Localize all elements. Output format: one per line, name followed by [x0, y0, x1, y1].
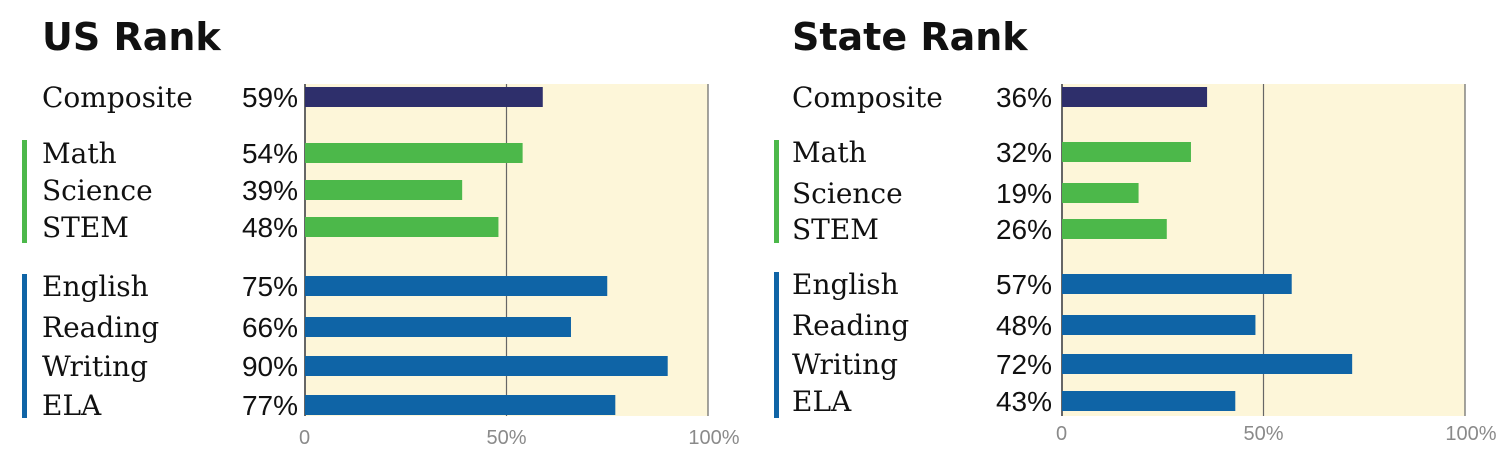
- state-tick-label-2: 100%: [1445, 423, 1496, 445]
- us-bar-science: [305, 180, 463, 200]
- state-tick-label-0: 0: [1056, 423, 1067, 445]
- state-row-label-stem: STEM: [792, 213, 879, 246]
- us-tick-label-2: 100%: [688, 427, 739, 449]
- us-bar-math: [305, 143, 523, 163]
- state-row-label-math: Math: [792, 136, 867, 169]
- state-row-label-composite: Composite: [792, 81, 943, 114]
- state-chart-title: State Rank: [792, 15, 1028, 59]
- us-value-label-reading: 66%: [242, 312, 298, 343]
- us-value-label-composite: 59%: [242, 82, 298, 113]
- state-group-marker-stem: [774, 140, 779, 243]
- us-value-label-stem: 48%: [242, 212, 298, 243]
- us-row-label-writing: Writing: [42, 350, 148, 383]
- us-row-label-stem: STEM: [42, 211, 129, 244]
- state-row-label-english: English: [792, 268, 899, 301]
- state-bar-science: [1062, 183, 1139, 203]
- us-row-label-english: English: [42, 270, 149, 303]
- us-value-label-ela: 77%: [242, 390, 298, 421]
- us-row-label-science: Science: [42, 174, 153, 207]
- state-row-label-writing: Writing: [792, 348, 898, 381]
- state-bar-english: [1062, 274, 1292, 294]
- state-tick-label-1: 50%: [1243, 423, 1283, 445]
- us-value-label-english: 75%: [242, 271, 298, 302]
- state-row-label-science: Science: [792, 177, 903, 210]
- state-row-label-ela: ELA: [792, 385, 852, 418]
- state-bar-composite: [1062, 87, 1208, 107]
- us-bar-composite: [305, 87, 543, 107]
- us-bar-writing: [305, 356, 668, 376]
- us-row-label-composite: Composite: [42, 81, 193, 114]
- us-group-marker-stem: [22, 140, 27, 243]
- us-bar-stem: [305, 217, 499, 237]
- us-group-marker-ela: [22, 274, 27, 418]
- state-bar-ela: [1062, 391, 1236, 411]
- us-bar-english: [305, 276, 608, 296]
- us-row-label-ela: ELA: [42, 389, 102, 422]
- state-group-marker-ela: [774, 272, 779, 418]
- state-bar-stem: [1062, 219, 1167, 239]
- us-tick-label-0: 0: [299, 427, 310, 449]
- us-value-label-math: 54%: [242, 138, 298, 169]
- us-bar-reading: [305, 317, 571, 337]
- state-value-label-math: 32%: [996, 137, 1052, 168]
- state-row-label-reading: Reading: [792, 309, 909, 342]
- state-value-label-reading: 48%: [996, 310, 1052, 341]
- state-value-label-ela: 43%: [996, 386, 1052, 417]
- us-value-label-writing: 90%: [242, 351, 298, 382]
- us-row-label-math: Math: [42, 137, 117, 170]
- state-value-label-composite: 36%: [996, 82, 1052, 113]
- state-value-label-science: 19%: [996, 178, 1052, 209]
- us-value-label-science: 39%: [242, 175, 298, 206]
- state-bar-math: [1062, 142, 1191, 162]
- state-value-label-stem: 26%: [996, 214, 1052, 245]
- us-bar-ela: [305, 395, 616, 415]
- us-tick-label-1: 50%: [486, 427, 526, 449]
- state-bar-reading: [1062, 315, 1256, 335]
- us-row-label-reading: Reading: [42, 311, 159, 344]
- state-value-label-english: 57%: [996, 269, 1052, 300]
- state-bar-writing: [1062, 354, 1353, 374]
- state-value-label-writing: 72%: [996, 349, 1052, 380]
- us-chart-title: US Rank: [42, 15, 221, 59]
